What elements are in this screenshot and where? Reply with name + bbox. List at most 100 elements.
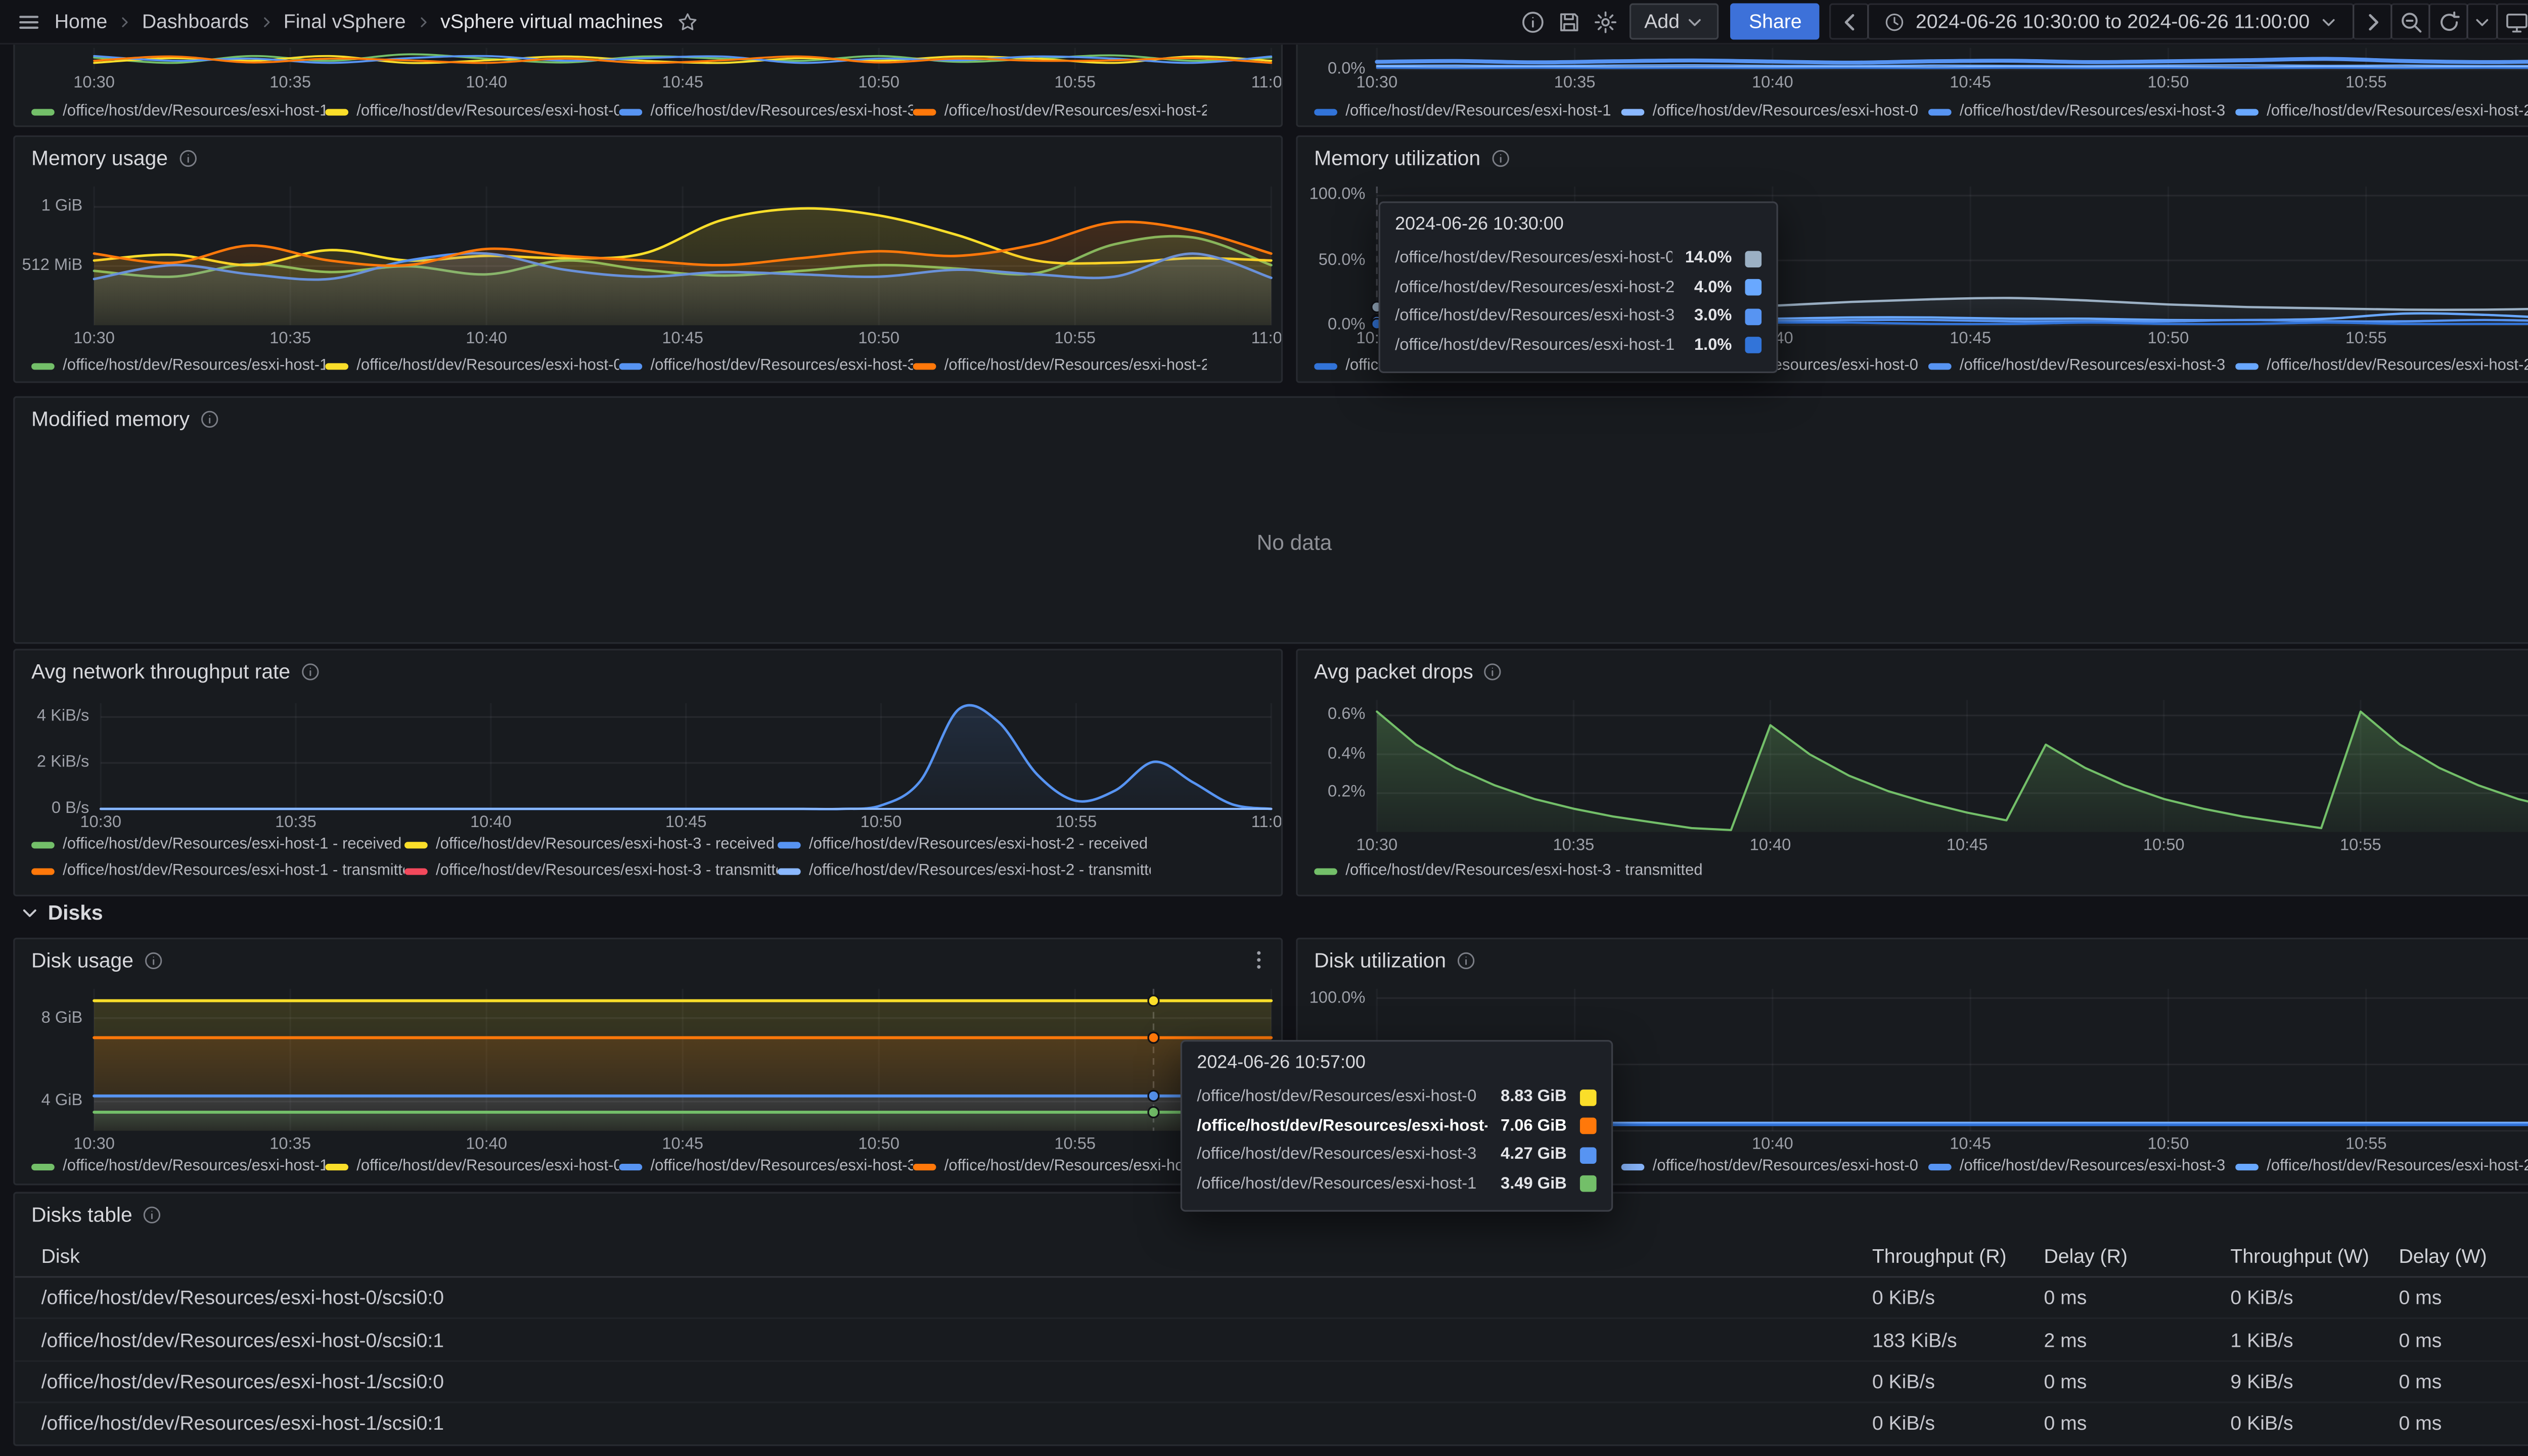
legend-item[interactable]: /office/host/dev/Resources/esxi-host-2 [2235,99,2528,124]
legend-item[interactable]: /office/host/dev/Resources/esxi-host-3 -… [404,832,778,857]
memory-usage-chart[interactable]: 1 GiB 512 MiB 10:30 10:35 10:40 10:45 10:50 10:… [22,186,1281,348]
x-axis-label: 10:45 [665,813,707,832]
table-cell: 0 ms [2399,1286,2442,1309]
legend-item[interactable]: /office/host/dev/Resources/esxi-host-0 [1621,99,1928,124]
legend-item[interactable]: /office/host/dev/Resources/esxi-host-2 -… [777,858,1151,883]
breadcrumb-item[interactable]: Dashboards [142,10,249,33]
hamburger-menu-icon[interactable] [17,9,41,34]
table-cell: 0 KiB/s [1872,1370,1935,1393]
net-throughput-chart[interactable]: 4 KiB/s 2 KiB/s 0 B/s 10:30 10:35 10:40 10:45 1… [37,703,1281,832]
panel-header: Disk usage [15,939,1281,982]
breadcrumb-item[interactable]: vSphere virtual machines [440,10,663,33]
star-favorite-icon[interactable] [676,11,697,32]
panel-info-icon[interactable] [144,951,163,971]
share-button[interactable]: Share [1731,3,1820,40]
column-header[interactable]: Delay (W) [2399,1245,2487,1268]
legend-item[interactable]: /office/host/dev/Resources/esxi-host-3 [1928,1154,2235,1178]
clock-icon [1884,11,1906,32]
y-axis-label: 0.0% [1327,316,1366,335]
zoom-out-button[interactable] [2390,3,2430,40]
settings-gear-icon[interactable] [1593,9,1618,34]
legend-series-color [31,841,55,848]
y-axis-label: 50.0% [1318,251,1366,270]
tv-mode-button[interactable] [2496,3,2528,40]
time-range-picker[interactable]: 2024-06-26 10:30:00 to 2024-06-26 11:00:… [1868,3,2355,40]
panel-title[interactable]: Disk utilization [1314,949,1447,973]
legend-item[interactable]: /office/host/dev/Resources/esxi-host-2 -… [777,832,1151,857]
legend-item[interactable]: /office/host/dev/Resources/esxi-host-2 [2235,353,2528,378]
legend-item[interactable]: /office/host/dev/Resources/esxi-host-3 [619,1154,913,1178]
legend-item[interactable]: /office/host/dev/Resources/esxi-host-1 [1314,99,1621,124]
legend-item[interactable]: /office/host/dev/Resources/esxi-host-3 [1928,99,2235,124]
panel-title[interactable]: Memory usage [31,147,168,170]
chart-legend: /office/host/dev/Resources/esxi-host-1/o… [31,353,1275,378]
legend-item[interactable]: /office/host/dev/Resources/esxi-host-2 [2235,1154,2528,1178]
time-back-button[interactable] [1830,3,1870,40]
top_right-plot [1375,48,2528,70]
y-axis-label: 0.0% [1327,60,1366,79]
legend-item[interactable]: /office/host/dev/Resources/esxi-host-0 [325,99,619,124]
legend-item[interactable]: /office/host/dev/Resources/esxi-host-1 -… [31,832,404,857]
breadcrumb-item[interactable]: Final vSphere [283,10,406,33]
legend-item[interactable]: /office/host/dev/Resources/esxi-host-0 [325,1154,619,1178]
legend-item[interactable]: /office/host/dev/Resources/esxi-host-2 [913,1154,1207,1178]
disk-usage-chart[interactable]: 8 GiB 4 GiB 10:30 10:35 10:40 10:45 10:50 10:55… [41,988,1281,1154]
panel-info-icon[interactable] [1483,662,1503,681]
column-header[interactable]: Disk [41,1245,80,1268]
tooltip-series-value: 14.0% [1685,249,1732,268]
panel-info-icon[interactable] [178,149,198,168]
save-dashboard-icon[interactable] [1557,9,1582,34]
panel-info-icon[interactable] [300,662,320,681]
panel-title[interactable]: Modified memory [31,407,190,431]
legend-item[interactable]: /office/host/dev/Resources/esxi-host-2 [913,353,1207,378]
column-header[interactable]: Delay (R) [2044,1245,2128,1268]
legend-item[interactable]: /office/host/dev/Resources/esxi-host-3 [1928,353,2235,378]
table-row[interactable]: /office/host/dev/Resources/esxi-host-0/s… [15,1278,2528,1320]
column-header[interactable]: Throughput (W) [2230,1245,2369,1268]
time-forward-button[interactable] [2353,3,2392,40]
panel-info-icon[interactable] [142,1205,162,1225]
legend-item[interactable]: /office/host/dev/Resources/esxi-host-0 [1621,1154,1928,1178]
packet-drops-chart[interactable]: 0.6% 0.4% 0.2% 10:30 10:35 10:40 10:45 10:50 10:… [1328,700,2528,855]
breadcrumb-item[interactable]: Home [54,10,108,33]
refresh-interval-button[interactable] [2466,3,2498,40]
panel-packet-drops: Avg packet drops 0.6% 0.4% 0.2% 10:30 10:35 1… [1296,649,2528,897]
tooltip-series-value: 3.0% [1694,307,1732,326]
legend-item[interactable]: /office/host/dev/Resources/esxi-host-3 [619,353,913,378]
legend-item[interactable]: /office/host/dev/Resources/esxi-host-1 [31,353,325,378]
info-circle-icon[interactable] [1520,9,1545,34]
legend-series-color [913,108,936,115]
table-row[interactable]: /office/host/dev/Resources/esxi-host-1/s… [15,1361,2528,1404]
legend-item[interactable]: /office/host/dev/Resources/esxi-host-2 [913,99,1207,124]
panel-menu-icon[interactable] [1246,947,1271,972]
legend-item[interactable]: /office/host/dev/Resources/esxi-host-3 -… [404,858,778,883]
panel-title[interactable]: Avg network throughput rate [31,660,291,684]
table-row[interactable]: /office/host/dev/Resources/esxi-host-1/s… [15,1403,2528,1445]
panel-title[interactable]: Disk usage [31,949,133,973]
x-axis-label: 10:35 [1554,74,1596,93]
legend-item[interactable]: /office/host/dev/Resources/esxi-host-1 [31,1154,325,1178]
refresh-button[interactable] [2428,3,2468,40]
panel-info-icon[interactable] [1456,951,1476,971]
legend-item[interactable]: /office/host/dev/Resources/esxi-host-3 -… [1314,858,1703,883]
section-disks-toggle[interactable]: Disks [20,901,103,925]
y-axis-label: 2 KiB/s [36,754,89,772]
panel-title[interactable]: Disks table [31,1203,132,1227]
table-row[interactable]: /office/host/dev/Resources/esxi-host-0/s… [15,1320,2528,1362]
monitor-icon [2504,9,2528,34]
top-left-chart[interactable]: 10:30 10:35 10:40 10:45 10:50 10:55 11:00 [73,48,1281,93]
panel-title[interactable]: Memory utilization [1314,147,1481,170]
legend-item[interactable]: /office/host/dev/Resources/esxi-host-3 [619,99,913,124]
x-axis-label: 10:40 [466,74,508,93]
column-header[interactable]: Throughput (R) [1872,1245,2007,1268]
panel-info-icon[interactable] [1491,149,1510,168]
panel-info-icon[interactable] [200,410,219,429]
legend-item[interactable]: /office/host/dev/Resources/esxi-host-1 -… [31,858,404,883]
add-button[interactable]: Add [1629,3,1720,40]
legend-item[interactable]: /office/host/dev/Resources/esxi-host-1 [31,99,325,124]
panel-title[interactable]: Avg packet drops [1314,660,1473,684]
tooltip-series-label: /office/host/dev/Resources/esxi-host-3 [1197,1146,1477,1164]
legend-item[interactable]: /office/host/dev/Resources/esxi-host-0 [325,353,619,378]
